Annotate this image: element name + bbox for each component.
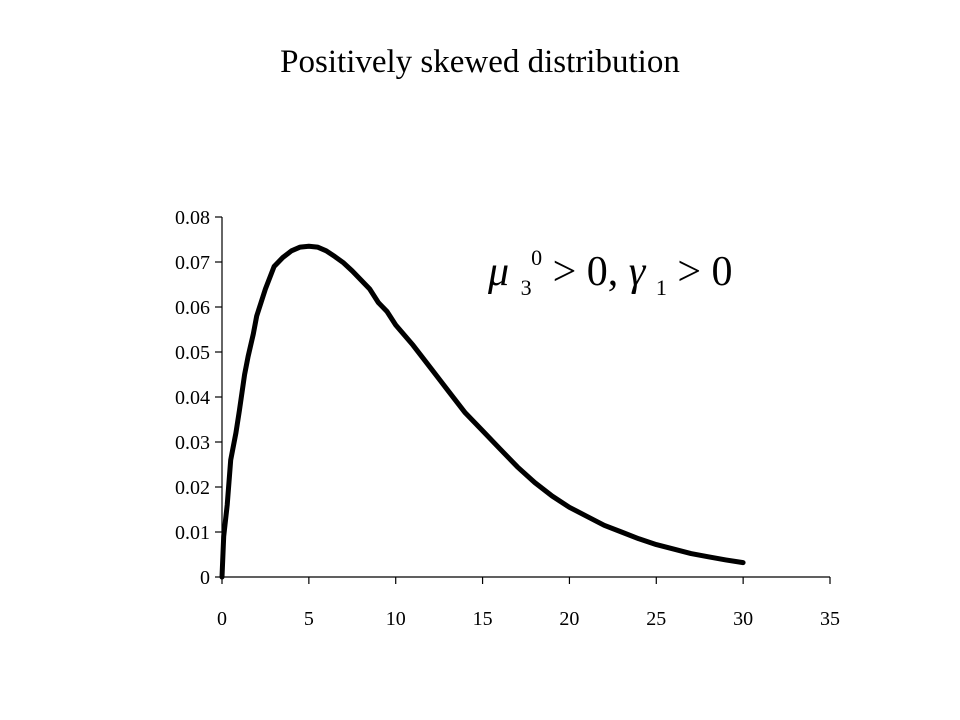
annotation-mid: > 0,	[553, 249, 629, 295]
y-tick-label: 0.07	[175, 252, 210, 274]
y-tick-label: 0.04	[175, 387, 210, 409]
y-tick-label: 0	[200, 567, 210, 589]
chart-title: Positively skewed distribution	[280, 44, 680, 80]
annotation-end: > 0	[677, 249, 732, 295]
y-tick-label: 0.06	[175, 297, 210, 319]
y-tick-label: 0.02	[175, 477, 210, 499]
x-tick-label: 25	[646, 608, 666, 630]
annotation-gamma-sub: 1	[656, 275, 667, 300]
x-tick-label: 30	[733, 608, 753, 630]
tick-labels: 00.010.020.030.040.050.060.070.080 5 10 15 2…	[175, 207, 840, 630]
x-tick-label: 0	[217, 608, 227, 630]
axes	[215, 216, 831, 584]
y-tick-label: 0.03	[175, 432, 210, 454]
y-tick-label: 0.08	[175, 207, 210, 229]
x-tick-label: 15	[473, 608, 493, 630]
x-tick-label: 10	[386, 608, 406, 630]
x-tick-label: 20	[559, 608, 579, 630]
annotation-mu-sub: 3	[521, 275, 532, 300]
annotation-gamma: γ	[629, 249, 647, 295]
y-tick-label: 0.01	[175, 522, 210, 544]
x-tick-label: 5	[304, 608, 314, 630]
y-tick-label: 0.05	[175, 342, 210, 364]
annotation-formula: μ 3 0 > 0, γ 1 > 0	[487, 229, 733, 305]
x-tick-label: 35	[820, 608, 840, 630]
annotation-mu: μ	[487, 249, 509, 295]
annotation-mu-sup: 0	[531, 245, 542, 270]
series-line	[219, 243, 746, 580]
